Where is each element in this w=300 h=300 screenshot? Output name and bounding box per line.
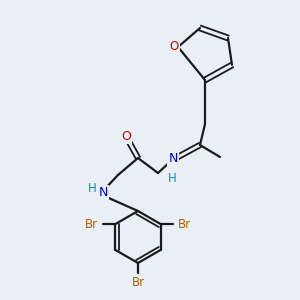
Text: O: O [169,40,178,53]
Text: O: O [121,130,131,142]
Text: Br: Br [131,277,145,290]
Text: H: H [88,182,96,196]
Text: H: H [168,172,176,184]
Text: N: N [168,152,178,164]
Text: N: N [98,187,108,200]
Text: Br: Br [85,218,98,230]
Text: Br: Br [178,218,191,230]
